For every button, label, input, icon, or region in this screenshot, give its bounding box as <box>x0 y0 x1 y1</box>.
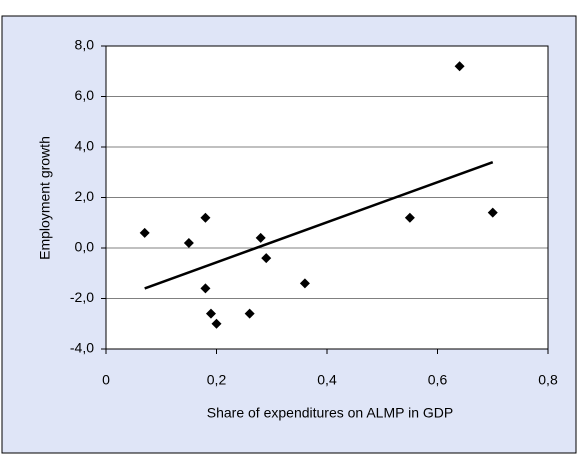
point <box>454 61 465 72</box>
x-tick-label: 0,2 <box>207 372 227 388</box>
point <box>261 253 272 264</box>
x-tick-label: 0 <box>102 372 110 388</box>
x-tick-label: 0,4 <box>317 372 337 388</box>
y-tick-label: 0,0 <box>75 239 95 255</box>
y-tick-label: 6,0 <box>75 87 95 103</box>
point <box>200 212 211 223</box>
trendline <box>144 160 494 290</box>
point <box>487 207 498 218</box>
x-tick-label: 0,6 <box>428 372 448 388</box>
point <box>255 232 266 243</box>
y-tick-label: 2,0 <box>75 188 95 204</box>
y-axis-title: Employment growth <box>37 136 53 260</box>
point <box>183 237 194 248</box>
point <box>244 308 255 319</box>
x-tick-label: 0,8 <box>538 372 558 388</box>
plot-border <box>105 45 549 350</box>
y-tick-label: -2,0 <box>70 289 94 305</box>
y-tick-label: 4,0 <box>75 138 95 154</box>
point <box>200 283 211 294</box>
point <box>299 278 310 289</box>
point <box>205 308 216 319</box>
point <box>404 212 415 223</box>
x-axis-title: Share of expenditures on ALMP in GDP <box>207 405 453 421</box>
point <box>211 318 222 329</box>
y-tick-label: -4,0 <box>70 340 94 356</box>
y-tick-label: 8,0 <box>75 37 95 53</box>
point <box>139 227 150 238</box>
